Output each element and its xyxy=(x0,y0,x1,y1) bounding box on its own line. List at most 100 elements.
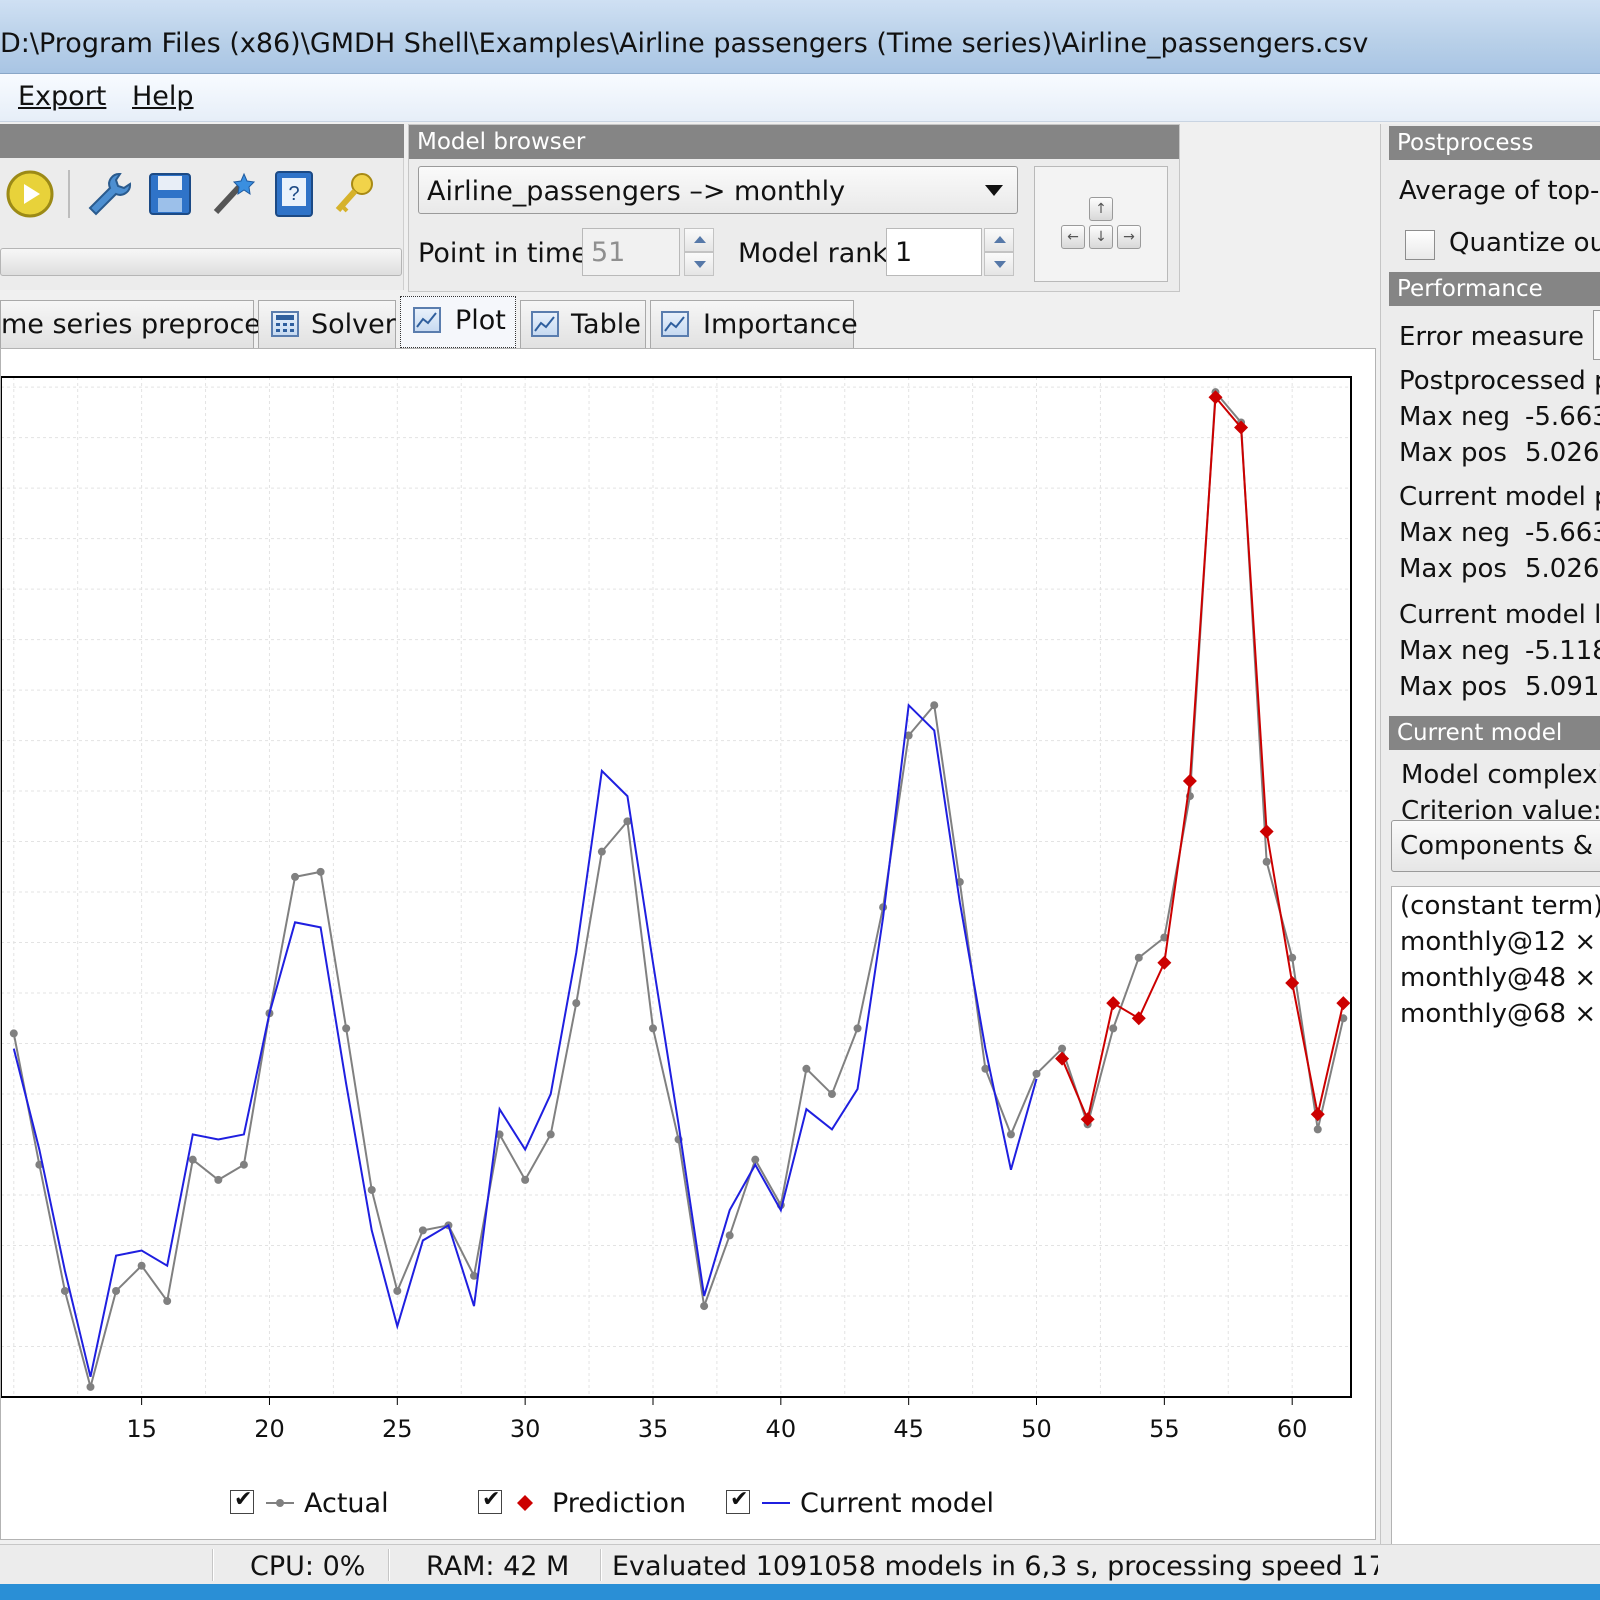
legend-checkbox[interactable] xyxy=(726,1487,750,1514)
postprocessed-label: Postprocessed p xyxy=(1399,366,1600,396)
taskbar-strip xyxy=(0,1584,1600,1600)
arrow-down-icon[interactable]: ↓ xyxy=(1089,225,1113,249)
model-rank-value: 1 xyxy=(895,237,913,268)
model-select[interactable]: Airline_passengers –> monthly xyxy=(418,166,1018,214)
x-tick-label: 25 xyxy=(382,1415,413,1443)
prediction-data-point xyxy=(1208,390,1223,405)
time-series-chart: 15 20 25 30 35 40 45 50 55 60 xyxy=(1,376,1352,1443)
x-tick-label: 15 xyxy=(126,1415,157,1443)
tab-importance[interactable]: Importance xyxy=(650,300,858,348)
actual-data-point xyxy=(853,1024,862,1033)
actual-data-point xyxy=(904,731,913,740)
menu-bar: Export Help xyxy=(0,74,1600,122)
cm-max-neg-value: -5.663 xyxy=(1525,518,1600,548)
actual-data-point xyxy=(1313,1125,1322,1134)
legend-checkbox[interactable] xyxy=(478,1487,502,1514)
svg-text:?: ? xyxy=(288,183,299,205)
tab-label: Plot xyxy=(455,305,506,336)
title-bar: D:\Program Files (x86)\GMDH Shell\Exampl… xyxy=(0,0,1600,74)
toolbar-separator xyxy=(68,170,70,218)
x-tick-label: 30 xyxy=(510,1415,541,1443)
help-book-icon[interactable]: ? xyxy=(268,166,320,222)
arrow-up-icon[interactable]: ↑ xyxy=(1089,197,1113,221)
x-tick-label: 35 xyxy=(638,1415,669,1443)
model-rank-input[interactable]: 1 xyxy=(886,228,982,276)
chart-icon xyxy=(413,307,441,333)
legend-label: Prediction xyxy=(552,1488,687,1519)
x-tick-label: 40 xyxy=(766,1415,797,1443)
cl-max-pos-value: 5.091 xyxy=(1525,672,1600,702)
arrow-left-icon[interactable]: ← xyxy=(1061,225,1085,249)
point-in-time-input: 51 xyxy=(582,228,680,276)
actual-data-point xyxy=(1006,1130,1015,1139)
actual-data-point xyxy=(802,1064,811,1073)
actual-data-point xyxy=(521,1175,530,1184)
save-icon[interactable] xyxy=(144,166,196,222)
plot-border xyxy=(1,376,1352,1398)
postprocess-header: Postprocess xyxy=(1389,126,1600,160)
legend-label: Current model xyxy=(800,1488,995,1519)
play-icon[interactable] xyxy=(4,166,56,222)
actual-data-point xyxy=(1339,1014,1348,1023)
model-complexity-label: Model complexity xyxy=(1401,760,1600,790)
components-list: (constant term) monthly@12 × monthly@48 … xyxy=(1391,886,1600,1584)
error-measure-select[interactable] xyxy=(1593,310,1600,360)
actual-data-point xyxy=(393,1286,402,1295)
tab-solver[interactable]: Solver xyxy=(258,300,396,348)
actual-data-point xyxy=(700,1302,709,1311)
menu-help-label: Help xyxy=(132,81,194,112)
list-item[interactable]: monthly@12 × xyxy=(1400,927,1597,957)
progress-bar xyxy=(0,248,402,276)
list-item[interactable]: monthly@68 × xyxy=(1400,999,1597,1029)
wrench-icon[interactable] xyxy=(82,166,134,222)
quantize-checkbox[interactable] xyxy=(1405,230,1435,260)
performance-header: Performance xyxy=(1389,272,1600,306)
tab-time-series-preprocess[interactable]: me series preprocess xyxy=(0,300,289,348)
right-panel: Postprocess Average of top-m Quantize ou… xyxy=(1380,124,1600,1584)
chart-icon xyxy=(661,311,689,337)
prediction-data-point xyxy=(1182,773,1197,788)
actual-data-point xyxy=(188,1155,197,1164)
toolbar-header xyxy=(0,124,404,158)
chart-icon xyxy=(531,311,559,337)
quantize-label: Quantize out xyxy=(1449,228,1600,258)
components-select[interactable]: Components & xyxy=(1391,820,1600,872)
tab-plot[interactable]: Plot xyxy=(400,296,516,348)
actual-data-point xyxy=(648,1024,657,1033)
magic-wand-icon[interactable] xyxy=(206,166,258,222)
legend-checkbox[interactable] xyxy=(230,1487,254,1514)
tab-table[interactable]: Table xyxy=(520,300,646,348)
model-rank-label: Model rank xyxy=(738,238,889,269)
prediction-data-point xyxy=(1131,1011,1146,1026)
actual-data-point xyxy=(546,1130,555,1139)
key-icon[interactable] xyxy=(328,166,380,222)
actual-data-point xyxy=(495,1130,504,1139)
point-in-time-stepper xyxy=(684,228,714,276)
actual-data-point xyxy=(1262,857,1271,866)
list-item[interactable]: monthly@48 × xyxy=(1400,963,1597,993)
model-rank-stepper[interactable] xyxy=(984,228,1014,276)
menu-export[interactable]: Export xyxy=(18,81,106,112)
stepper-up-icon[interactable] xyxy=(984,228,1014,252)
actual-data-point xyxy=(827,1090,836,1099)
prediction-data-point xyxy=(1310,1107,1325,1122)
actual-data-point xyxy=(751,1155,760,1164)
x-tick-label: 60 xyxy=(1277,1415,1308,1443)
actual-data-point xyxy=(623,817,632,826)
prediction-data-point xyxy=(1234,420,1249,435)
stepper-down-icon[interactable] xyxy=(984,252,1014,276)
actual-data-point xyxy=(930,701,939,710)
current-model-series-line xyxy=(12,703,1038,1378)
arrow-right-icon[interactable]: → xyxy=(1117,225,1141,249)
tab-label: Table xyxy=(571,309,641,340)
average-top-label: Average of top-m xyxy=(1399,176,1600,206)
actual-data-point xyxy=(163,1297,172,1306)
menu-help[interactable]: Help xyxy=(132,81,194,112)
actual-data-point xyxy=(239,1160,248,1169)
actual-data-point xyxy=(367,1185,376,1194)
tab-label: me series preprocess xyxy=(1,309,290,340)
window-title: D:\Program Files (x86)\GMDH Shell\Exampl… xyxy=(0,28,1369,59)
prediction-data-point xyxy=(1106,996,1121,1011)
list-item[interactable]: (constant term) xyxy=(1400,891,1600,921)
plot-background xyxy=(1,376,1352,1398)
